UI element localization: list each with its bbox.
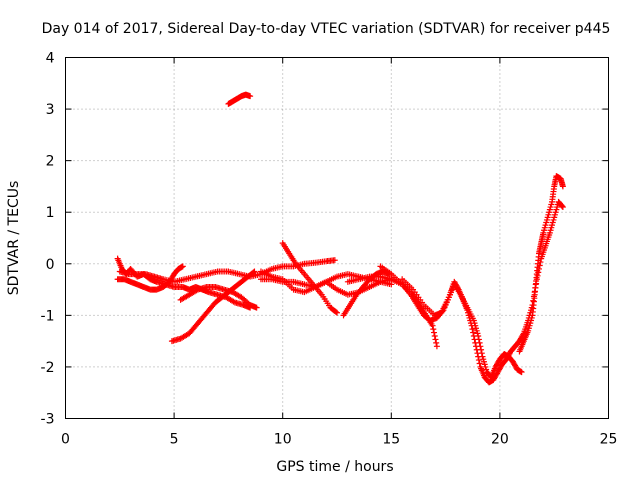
data-point bbox=[477, 343, 484, 350]
plot-frame bbox=[65, 57, 609, 419]
data-point bbox=[430, 326, 437, 333]
data-point bbox=[559, 183, 566, 190]
y-tick-label: -2 bbox=[41, 360, 55, 376]
y-tick-label: 2 bbox=[46, 154, 55, 170]
data-point bbox=[250, 269, 257, 276]
x-tick-label: 0 bbox=[61, 432, 70, 448]
data-point bbox=[470, 329, 477, 336]
data-point bbox=[433, 339, 440, 346]
x-axis-title: GPS time / hours bbox=[276, 459, 393, 475]
data-point bbox=[431, 332, 438, 339]
data-point bbox=[518, 369, 525, 376]
data-point bbox=[478, 346, 485, 353]
x-tick-label: 25 bbox=[600, 432, 618, 448]
data-point bbox=[432, 336, 439, 343]
data-point bbox=[433, 343, 440, 350]
data-point bbox=[475, 336, 482, 343]
x-tick-label: 20 bbox=[491, 432, 509, 448]
y-tick-label: 4 bbox=[46, 51, 55, 67]
data-point bbox=[478, 350, 485, 357]
data-points bbox=[114, 91, 566, 386]
data-point bbox=[179, 263, 186, 270]
x-tick-label: 15 bbox=[382, 432, 400, 448]
ticks: 0 5 10 15 20 25 -3 -2 -1 0 1 2 3 4 bbox=[41, 51, 618, 448]
data-point bbox=[247, 93, 254, 100]
y-tick-label: -1 bbox=[41, 308, 55, 324]
grid bbox=[65, 57, 609, 419]
data-point bbox=[476, 339, 483, 346]
data-point bbox=[476, 360, 483, 367]
x-tick-label: 10 bbox=[274, 432, 292, 448]
y-tick-label: 3 bbox=[46, 102, 55, 118]
data-point bbox=[331, 257, 338, 264]
y-tick-label: 0 bbox=[46, 257, 55, 273]
data-point bbox=[559, 203, 566, 210]
data-point bbox=[475, 357, 482, 364]
data-point bbox=[429, 322, 436, 329]
data-point bbox=[475, 332, 482, 339]
data-point bbox=[332, 308, 339, 315]
data-point bbox=[469, 326, 476, 333]
data-point bbox=[253, 304, 260, 311]
y-tick-label: -3 bbox=[41, 412, 55, 428]
data-point bbox=[251, 268, 258, 275]
y-axis-title: SDTVAR / TECUs bbox=[6, 181, 22, 296]
y-tick-label: 1 bbox=[46, 205, 55, 221]
data-point bbox=[431, 329, 438, 336]
x-tick-label: 5 bbox=[170, 432, 179, 448]
data-point bbox=[334, 309, 340, 316]
data-point bbox=[559, 204, 566, 211]
data-point bbox=[388, 281, 395, 288]
chart-title: Day 014 of 2017, Sidereal Day-to-day VTE… bbox=[42, 21, 611, 37]
